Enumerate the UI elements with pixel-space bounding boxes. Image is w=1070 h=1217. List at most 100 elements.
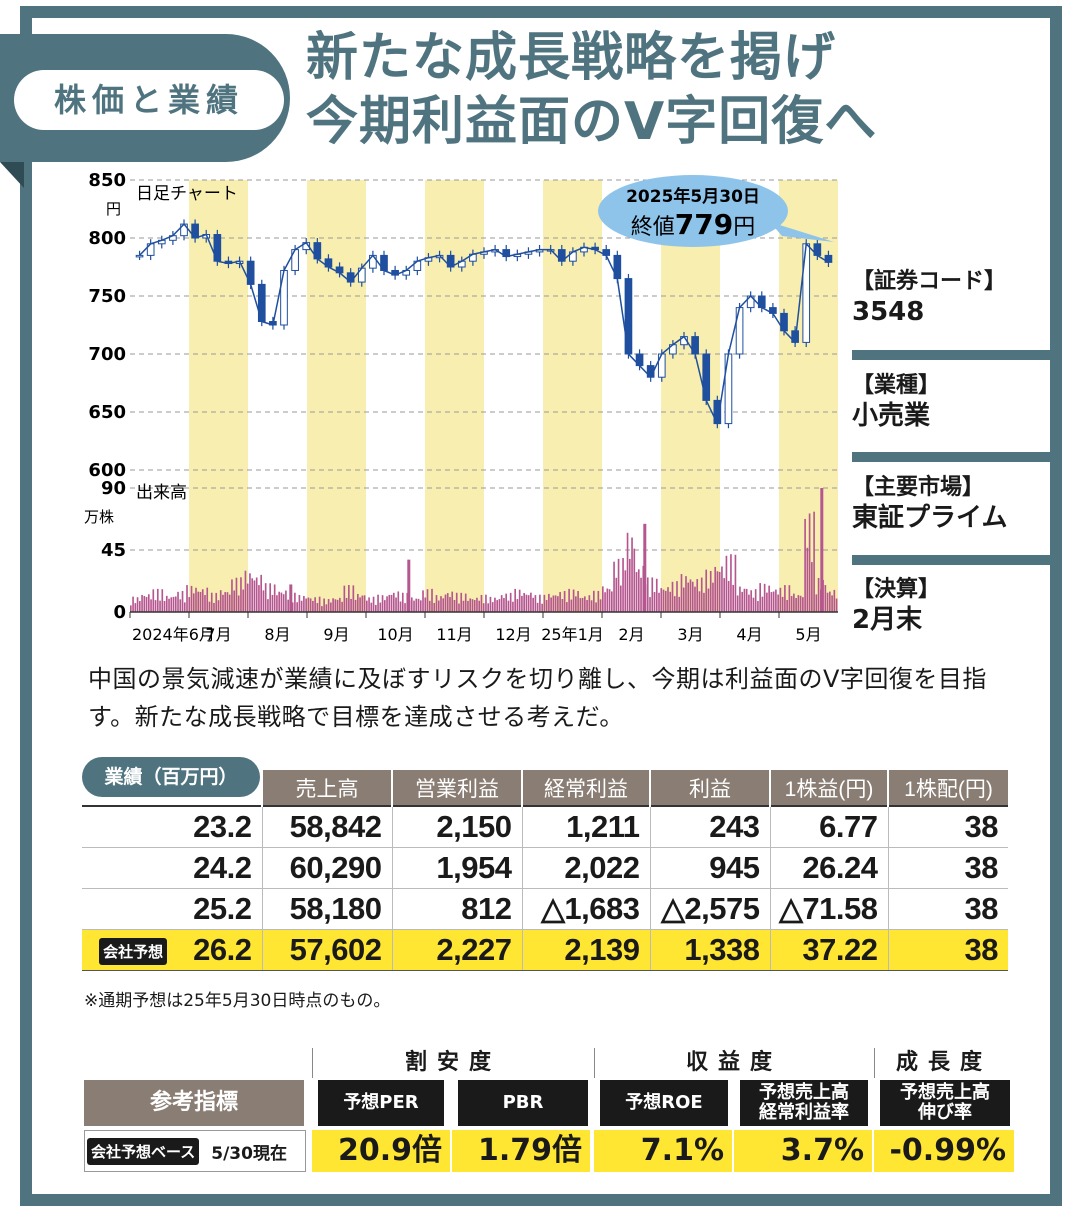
value-cell: 57,602 <box>261 929 392 971</box>
volume-bar <box>464 593 467 612</box>
value-cell: 38 <box>887 929 1008 971</box>
x-tick-label: 8月 <box>264 625 290 644</box>
volume-bar <box>147 594 150 612</box>
headline-line1: 新たな成長戦略を掲げ <box>306 28 837 88</box>
ref-value: 1.79倍 <box>452 1130 590 1172</box>
volume-bar <box>673 596 676 612</box>
volume-bar <box>700 577 703 612</box>
volume-bar <box>619 585 622 612</box>
volume-bar <box>824 585 827 612</box>
volume-bar <box>617 558 620 612</box>
x-tick-label: 9月 <box>323 625 349 644</box>
volume-bar <box>575 596 577 612</box>
volume-unit: 万株 <box>84 508 114 526</box>
group-divider <box>874 1048 875 1078</box>
volume-bar <box>718 571 721 612</box>
volume-bar <box>678 596 681 612</box>
volume-bar <box>642 565 645 612</box>
info-label: 【決算】 <box>852 577 941 602</box>
period-cell: 会社予想 26.2 <box>82 929 262 971</box>
volume-bar <box>188 597 191 612</box>
volume-bar <box>213 602 215 612</box>
volume-bar <box>730 554 732 612</box>
x-tick-label: 4月 <box>736 625 762 644</box>
volume-bar <box>262 590 265 612</box>
volume-bar <box>442 598 445 612</box>
volume-bar <box>471 599 474 612</box>
period-cell: 25.2 <box>82 888 262 930</box>
volume-bar <box>404 603 406 612</box>
volume-bar <box>626 532 629 612</box>
volume-bar <box>323 598 325 612</box>
volume-bar <box>368 597 370 612</box>
value-cell: 38 <box>887 888 1008 930</box>
volume-bar <box>669 591 672 612</box>
volume-bar <box>336 599 339 612</box>
volume-bar <box>631 537 633 612</box>
info-market: 【主要市場】 東証プライム <box>852 474 1062 534</box>
value-cell: 38 <box>887 805 1008 848</box>
volume-bar <box>770 592 773 612</box>
price-unit: 円 <box>106 200 121 218</box>
table-row: 24.2 60,290 1,954 2,022 945 26.24 38 <box>82 847 1008 889</box>
volume-bar <box>208 601 211 612</box>
volume-bar <box>181 590 184 612</box>
volume-bar <box>379 602 382 612</box>
volume-bar <box>469 598 472 612</box>
volume-bar <box>150 599 152 612</box>
column-header: 1株配(円) <box>887 770 1008 806</box>
volume-bar <box>354 599 357 612</box>
volume-bar <box>332 598 334 612</box>
volume-bar <box>183 602 186 612</box>
volume-bar <box>339 597 341 612</box>
volume-bar <box>536 602 539 612</box>
callout-close-value: 779 <box>675 208 733 241</box>
volume-bar <box>566 602 568 612</box>
volume-bar <box>586 600 588 612</box>
volume-bar <box>548 593 550 612</box>
volume-bar <box>563 591 566 612</box>
volume-bar <box>523 593 525 612</box>
volume-bar <box>689 579 692 612</box>
volume-bar <box>314 597 316 612</box>
volume-bar <box>628 558 631 612</box>
volume-bar <box>581 597 584 612</box>
volume-bar <box>417 598 420 612</box>
volume-bar <box>646 577 649 612</box>
volume-bar <box>217 600 220 612</box>
volume-bar <box>303 595 305 612</box>
volume-bar <box>296 602 298 612</box>
volume-bar <box>163 600 166 612</box>
group-divider <box>594 1048 595 1078</box>
info-divider <box>852 452 1062 462</box>
period-label: 26.2 <box>193 931 252 967</box>
info-securities-code: 【証券コード】 3548 <box>852 268 1062 328</box>
price-tick-label: 850 <box>88 170 126 191</box>
volume-bar <box>572 589 575 612</box>
volume-bar <box>595 602 597 612</box>
volume-bar <box>401 592 404 612</box>
volume-bar <box>649 597 651 612</box>
volume-bar <box>514 588 516 612</box>
volume-bar <box>467 600 469 612</box>
value-cell: 1,211 <box>521 805 650 848</box>
volume-bar <box>226 592 229 612</box>
volume-bar <box>255 577 258 612</box>
value-cell: △2,575 <box>649 888 770 930</box>
volume-bar <box>734 554 737 612</box>
group-label-profitability: 収益度 <box>685 1050 782 1075</box>
volume-bar <box>696 579 699 612</box>
volume-bar <box>197 591 200 612</box>
volume-bar <box>179 599 182 612</box>
period-cell: 23.2 <box>82 805 262 848</box>
volume-bar <box>516 599 519 612</box>
volume-bar <box>745 588 748 612</box>
basis-date: 5/30現在 <box>211 1143 287 1164</box>
volume-bar <box>455 592 458 612</box>
info-value: 3548 <box>852 297 925 327</box>
volume-bar <box>300 600 303 612</box>
value-cell: 2,227 <box>391 929 522 971</box>
volume-bar <box>539 594 541 612</box>
